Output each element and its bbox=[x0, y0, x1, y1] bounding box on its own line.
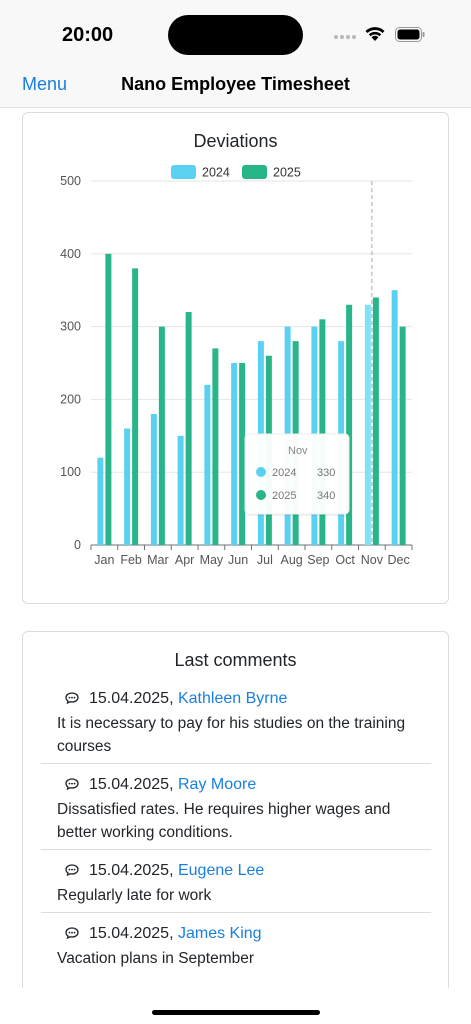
legend-swatch-2024 bbox=[171, 165, 196, 179]
x-tick-label: Aug bbox=[281, 553, 303, 567]
deviations-bar-chart[interactable]: 2024 2025 0 100 200 300 400 500 Jan Feb Mar Apr May J… bbox=[23, 113, 450, 605]
dynamic-island bbox=[168, 15, 303, 55]
comment-author-link[interactable]: Eugene Lee bbox=[177, 862, 265, 879]
x-tick-label: Apr bbox=[175, 553, 194, 567]
bar-2024-Dec bbox=[391, 290, 398, 545]
tooltip-series-name: 2025 bbox=[272, 490, 296, 502]
home-indicator[interactable] bbox=[152, 1010, 320, 1015]
tooltip-series-name: 2024 bbox=[272, 467, 296, 479]
comment-author-link[interactable]: Kathleen Byrne bbox=[177, 690, 288, 707]
comment-author-link[interactable]: James King bbox=[177, 925, 262, 942]
x-tick-label: Oct bbox=[335, 553, 355, 567]
y-tick-label: 200 bbox=[60, 392, 81, 406]
comment-divider bbox=[41, 763, 431, 764]
main-content[interactable]: Deviations 2024 2025 0 100 200 300 400 500 Jan Fe… bbox=[0, 108, 471, 988]
comment-date: 15.04.2025, bbox=[89, 776, 174, 793]
x-tick-label: Dec bbox=[388, 553, 410, 567]
status-time: 20:00 bbox=[62, 24, 114, 46]
comment-item: 15.04.2025, Eugene Lee Regularly late fo… bbox=[41, 860, 431, 907]
bar-2024-May bbox=[204, 384, 211, 545]
bar-2024-Jun bbox=[231, 363, 238, 545]
x-tick-label: May bbox=[200, 553, 224, 567]
comment-item: 15.04.2025, Kathleen Byrne It is necessa… bbox=[41, 688, 431, 758]
legend-swatch-2025 bbox=[242, 165, 267, 179]
comments-card-title: Last comments bbox=[174, 650, 297, 670]
x-tick-label: Nov bbox=[361, 553, 384, 567]
x-tick-label: Jun bbox=[228, 553, 248, 567]
bar-2024-Apr bbox=[177, 435, 184, 545]
battery-icon bbox=[395, 27, 425, 42]
tooltip-marker-2024 bbox=[256, 467, 266, 477]
last-comments-card: Last comments 15.04.2025, Kathleen Byrne… bbox=[22, 631, 449, 988]
comment-text: It is necessary to pay for his studies o… bbox=[57, 715, 406, 755]
comment-divider bbox=[41, 912, 431, 913]
cellular-signal-icon bbox=[334, 35, 356, 39]
legend-label-2024: 2024 bbox=[202, 166, 230, 180]
comment-item: 15.04.2025, Ray Moore Dissatisfied rates… bbox=[41, 774, 431, 844]
bar-2025-Oct bbox=[346, 304, 353, 545]
bar-2025-Apr bbox=[185, 312, 192, 545]
y-tick-label: 100 bbox=[60, 465, 81, 479]
deviations-chart-card: Deviations 2024 2025 0 100 200 300 400 500 Jan Fe… bbox=[22, 112, 449, 604]
x-tick-label: Jan bbox=[94, 553, 114, 567]
comment-date: 15.04.2025, bbox=[89, 925, 174, 942]
bar-2025-Jun bbox=[239, 363, 246, 545]
bar-2025-Dec bbox=[399, 326, 406, 545]
status-bar: 20:00 bbox=[0, 0, 471, 64]
comment-text: Dissatisfied rates. He requires higher w… bbox=[57, 801, 391, 841]
comment-divider bbox=[41, 849, 431, 850]
bar-2025-Jan bbox=[105, 253, 112, 546]
bar-2025-Feb bbox=[132, 268, 139, 545]
y-tick-label: 400 bbox=[60, 247, 81, 261]
bar-2024-Mar bbox=[150, 413, 157, 545]
tooltip-category: Nov bbox=[288, 445, 308, 457]
comment-text: Vacation plans in September bbox=[57, 950, 255, 967]
comment-text: Regularly late for work bbox=[57, 887, 212, 904]
chat-bubble-icon bbox=[65, 778, 79, 790]
y-tick-label: 500 bbox=[60, 174, 81, 188]
x-tick-label: Mar bbox=[147, 553, 169, 567]
wifi-icon bbox=[365, 27, 385, 41]
chart-tooltip bbox=[244, 433, 350, 515]
bar-2025-Mar bbox=[158, 326, 165, 545]
bar-2025-May bbox=[212, 348, 219, 545]
x-tick-label: Sep bbox=[307, 553, 329, 567]
chat-bubble-icon bbox=[65, 927, 79, 939]
y-tick-label: 300 bbox=[60, 320, 81, 334]
home-indicator-area bbox=[0, 988, 471, 1024]
bar-2024-Jan bbox=[97, 457, 104, 545]
tooltip-value: 330 bbox=[317, 467, 335, 479]
bar-2024-Feb bbox=[124, 428, 131, 545]
bar-2025-Sep bbox=[319, 319, 326, 545]
chat-bubble-icon bbox=[65, 692, 79, 704]
bar-2025-Nov bbox=[372, 297, 379, 545]
y-tick-label: 0 bbox=[74, 538, 81, 552]
tooltip-marker-2025 bbox=[256, 490, 266, 500]
navigation-bar: Nano Employee Timesheet Menu bbox=[0, 64, 471, 108]
comment-date: 15.04.2025, bbox=[89, 690, 174, 707]
comment-item: 15.04.2025, James King Vacation plans in… bbox=[41, 923, 431, 970]
chart-card-title: Deviations bbox=[193, 131, 278, 151]
x-tick-label: Jul bbox=[257, 553, 273, 567]
comment-author-link[interactable]: Ray Moore bbox=[177, 776, 257, 793]
legend-label-2025: 2025 bbox=[273, 166, 301, 180]
page-title: Nano Employee Timesheet bbox=[121, 74, 350, 94]
menu-button[interactable]: Menu bbox=[22, 74, 68, 94]
tooltip-value: 340 bbox=[317, 490, 335, 502]
x-tick-label: Feb bbox=[120, 553, 142, 567]
comment-date: 15.04.2025, bbox=[89, 862, 174, 879]
bar-2024-Nov bbox=[364, 304, 371, 545]
chat-bubble-icon bbox=[65, 864, 79, 876]
